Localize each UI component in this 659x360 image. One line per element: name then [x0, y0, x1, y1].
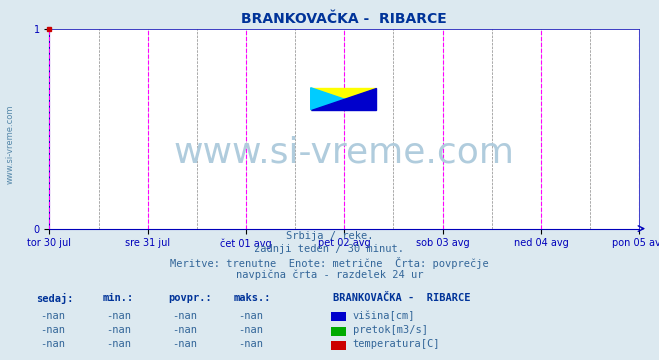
Text: www.si-vreme.com: www.si-vreme.com — [5, 104, 14, 184]
Text: Meritve: trenutne  Enote: metrične  Črta: povprečje: Meritve: trenutne Enote: metrične Črta: … — [170, 257, 489, 269]
Text: navpična črta - razdelek 24 ur: navpična črta - razdelek 24 ur — [236, 269, 423, 280]
Text: Srbija / reke.: Srbija / reke. — [286, 231, 373, 241]
Text: višina[cm]: višina[cm] — [353, 311, 415, 321]
Text: povpr.:: povpr.: — [168, 293, 212, 303]
Text: maks.:: maks.: — [234, 293, 272, 303]
Text: -nan: -nan — [238, 325, 263, 335]
Text: -nan: -nan — [172, 325, 197, 335]
Text: -nan: -nan — [40, 339, 65, 350]
Text: www.si-vreme.com: www.si-vreme.com — [174, 136, 515, 170]
Title: BRANKOVAČKA -  RIBARCE: BRANKOVAČKA - RIBARCE — [241, 12, 447, 26]
Text: -nan: -nan — [172, 311, 197, 321]
Polygon shape — [310, 88, 376, 110]
Text: -nan: -nan — [238, 311, 263, 321]
Text: -nan: -nan — [40, 325, 65, 335]
Text: -nan: -nan — [106, 325, 131, 335]
Polygon shape — [310, 88, 376, 110]
Text: zadnji teden / 30 minut.: zadnji teden / 30 minut. — [254, 244, 405, 254]
Text: BRANKOVAČKA -  RIBARCE: BRANKOVAČKA - RIBARCE — [333, 293, 471, 303]
Text: -nan: -nan — [40, 311, 65, 321]
Text: temperatura[C]: temperatura[C] — [353, 339, 440, 350]
Text: pretok[m3/s]: pretok[m3/s] — [353, 325, 428, 335]
Text: min.:: min.: — [102, 293, 133, 303]
Text: -nan: -nan — [106, 311, 131, 321]
Text: -nan: -nan — [106, 339, 131, 350]
Text: -nan: -nan — [238, 339, 263, 350]
Polygon shape — [310, 88, 376, 110]
Text: sedaj:: sedaj: — [36, 293, 74, 305]
Text: -nan: -nan — [172, 339, 197, 350]
